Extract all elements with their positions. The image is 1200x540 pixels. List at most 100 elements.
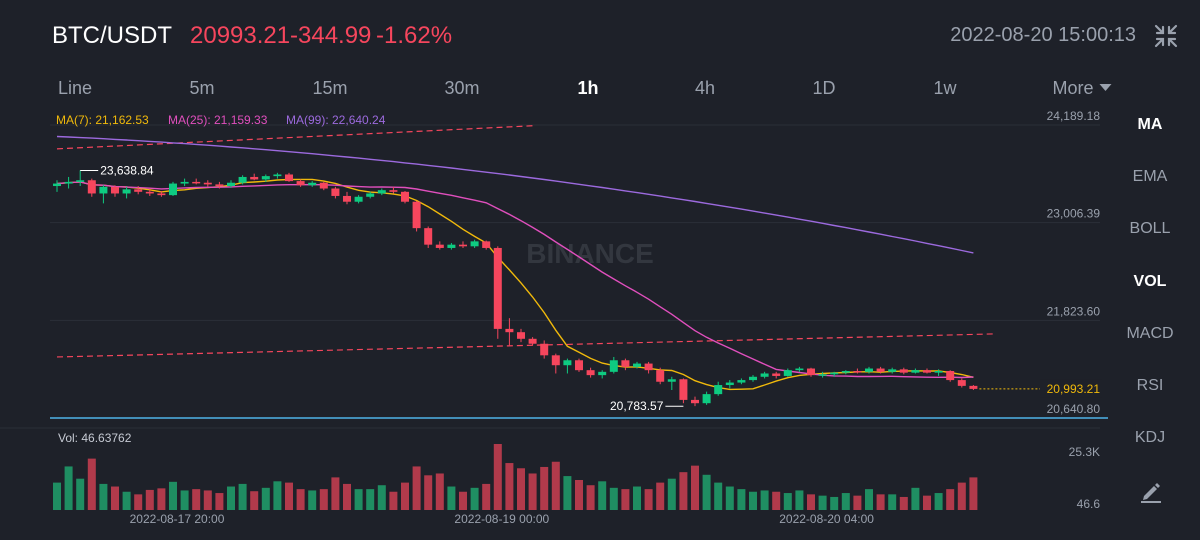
tab-more-label: More bbox=[1052, 78, 1094, 98]
candle bbox=[598, 371, 607, 376]
candle bbox=[111, 186, 119, 194]
candle bbox=[737, 380, 746, 383]
candle bbox=[772, 373, 781, 376]
indicator-ma[interactable]: MA bbox=[1137, 116, 1163, 133]
indicator-panel: MA EMA BOLL VOL MACD RSI KDJ bbox=[1100, 106, 1200, 540]
indicator-boll[interactable]: BOLL bbox=[1129, 220, 1171, 237]
volume-bar bbox=[296, 489, 305, 510]
candle bbox=[435, 244, 444, 248]
last-price: 20993.21 bbox=[190, 22, 291, 49]
candle bbox=[343, 195, 351, 202]
candle bbox=[667, 379, 676, 382]
candle bbox=[331, 188, 340, 196]
candle bbox=[227, 182, 235, 187]
tab-5m[interactable]: 5m bbox=[189, 78, 215, 98]
candle bbox=[215, 184, 224, 187]
price-axis: 24,189.18 23,006.39 21,823.60 20,640.80 bbox=[1047, 109, 1101, 416]
volume-bar bbox=[923, 495, 931, 510]
candle bbox=[841, 370, 850, 373]
volume-bar bbox=[366, 489, 375, 510]
candle bbox=[273, 174, 282, 177]
candle bbox=[609, 360, 618, 372]
volume-bar bbox=[354, 489, 363, 510]
tab-1d[interactable]: 1D bbox=[812, 78, 836, 98]
candle bbox=[725, 382, 734, 386]
tab-1w[interactable]: 1w bbox=[933, 78, 957, 98]
volume-bar bbox=[308, 490, 317, 510]
volume-bar bbox=[760, 490, 769, 510]
price-tick-label: 21,823.60 bbox=[1047, 304, 1101, 318]
volume-bar bbox=[644, 489, 653, 510]
tab-30m[interactable]: 30m bbox=[444, 78, 480, 98]
volume-bar bbox=[53, 482, 61, 510]
volume-bar bbox=[969, 477, 978, 510]
candle bbox=[830, 372, 839, 375]
candle bbox=[505, 328, 514, 333]
tab-more[interactable]: More bbox=[1052, 78, 1112, 99]
candle bbox=[644, 363, 653, 371]
tab-4h[interactable]: 4h bbox=[694, 78, 716, 98]
candle bbox=[203, 182, 212, 185]
volume-bars bbox=[53, 444, 978, 510]
candle bbox=[493, 247, 502, 329]
candle bbox=[714, 385, 723, 395]
ma25-line bbox=[56, 181, 974, 379]
candle bbox=[911, 370, 920, 373]
price-change-percent: -1.62% bbox=[376, 22, 453, 49]
volume-bar bbox=[505, 463, 514, 510]
volume-bar bbox=[575, 480, 583, 510]
volume-bar bbox=[424, 475, 433, 510]
indicator-vol[interactable]: VOL bbox=[1133, 273, 1167, 290]
volume-bar bbox=[876, 494, 885, 510]
candle bbox=[888, 369, 897, 372]
candle bbox=[482, 241, 491, 248]
time-axis: 2022-08-17 20:00 2022-08-19 00:00 2022-08-… bbox=[130, 512, 875, 526]
indicator-rsi[interactable]: RSI bbox=[1136, 377, 1164, 394]
volume-bar bbox=[598, 481, 607, 510]
candle bbox=[76, 180, 85, 182]
volume-bar bbox=[111, 486, 119, 510]
indicator-macd[interactable]: MACD bbox=[1126, 325, 1174, 342]
indicator-kdj[interactable]: KDJ bbox=[1134, 429, 1166, 446]
tab-15m[interactable]: 15m bbox=[312, 78, 348, 98]
volume-bar bbox=[865, 489, 873, 510]
volume-bar bbox=[99, 483, 108, 510]
interval-tabs: Line 5m 15m 30m 1h 4h 1D 1w More bbox=[0, 72, 1200, 106]
volume-bar bbox=[134, 494, 143, 510]
candle bbox=[389, 190, 398, 192]
volume-bar bbox=[691, 465, 699, 510]
timestamp: 2022-08-20 15:00:13 bbox=[950, 24, 1136, 46]
volume-bar bbox=[215, 493, 224, 510]
indicator-ema[interactable]: EMA bbox=[1132, 168, 1168, 185]
time-tick-label: 2022-08-17 20:00 bbox=[130, 512, 225, 526]
volume-bar bbox=[551, 461, 560, 510]
candle bbox=[528, 338, 537, 344]
last-price-badge bbox=[1040, 379, 1102, 398]
volume-bar bbox=[412, 466, 421, 510]
candle bbox=[134, 189, 143, 192]
volume-bar bbox=[586, 485, 595, 510]
tab-line[interactable]: Line bbox=[57, 78, 93, 98]
volume-bar bbox=[447, 486, 456, 510]
volume-bar bbox=[679, 472, 688, 510]
candle bbox=[621, 360, 630, 367]
volume-bar bbox=[493, 444, 502, 510]
volume-bar bbox=[702, 474, 711, 510]
collapse-icon[interactable] bbox=[1152, 22, 1180, 50]
candle bbox=[575, 360, 583, 371]
ma7-line bbox=[56, 178, 974, 391]
volume-bar bbox=[528, 473, 537, 510]
volume-bar bbox=[841, 493, 850, 510]
tab-1h[interactable]: 1h bbox=[577, 78, 599, 98]
volume-bar bbox=[145, 489, 154, 510]
candle bbox=[749, 376, 757, 381]
chart-grid bbox=[0, 124, 1100, 429]
pencil-icon[interactable] bbox=[1138, 478, 1164, 504]
volume-bar bbox=[157, 488, 166, 510]
volume-bar bbox=[389, 491, 398, 510]
candle bbox=[424, 228, 433, 245]
price-tick-label: 20,640.80 bbox=[1047, 402, 1101, 416]
candle bbox=[807, 368, 815, 376]
pair-symbol[interactable]: BTC/USDT bbox=[52, 22, 172, 49]
